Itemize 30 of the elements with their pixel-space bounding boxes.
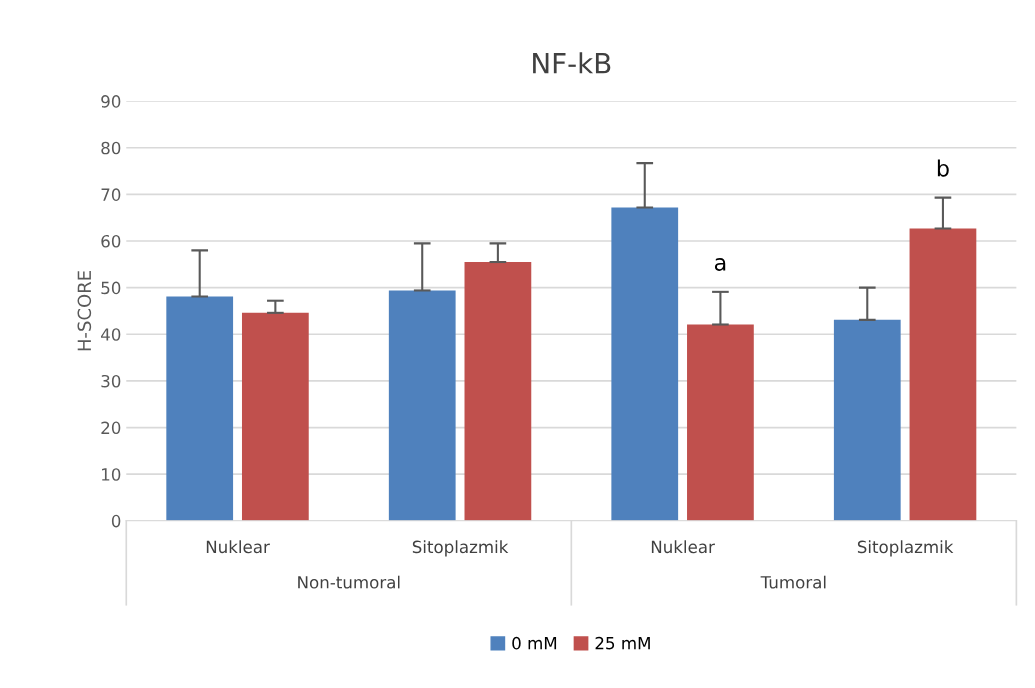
x-tick-label: Nuklear	[206, 540, 270, 554]
data-label: b	[937, 159, 949, 177]
y-tick-label: 40	[101, 328, 121, 341]
y-tick-label: 20	[101, 421, 121, 435]
data-label: a	[714, 258, 726, 271]
y-tick-label: 50	[101, 281, 121, 295]
bar	[241, 312, 309, 521]
y-axis-title: H-SCORE	[77, 270, 92, 351]
y-tick-label: 70	[101, 188, 121, 201]
x-tick-label: Nuklear	[651, 540, 715, 554]
y-tick-label: 90	[101, 95, 121, 108]
text: Non-tumoral	[298, 575, 400, 589]
text: Tumoral	[760, 575, 826, 589]
y-tick-label: 0	[111, 514, 121, 528]
y-tick-label: 80	[101, 141, 121, 155]
legend-label: 0 mM	[512, 636, 557, 650]
bar	[166, 296, 234, 521]
y-tick-label: 30	[101, 374, 121, 388]
bar	[833, 319, 901, 521]
bar	[464, 262, 532, 521]
legend-label: 25 mM	[595, 636, 650, 650]
bar	[611, 207, 679, 521]
y-tick-label: 10	[102, 468, 121, 481]
x-tick-label: Sitoplazmik	[412, 540, 509, 557]
chart-title: NF-kB	[533, 52, 611, 74]
bar	[388, 290, 456, 521]
bar	[687, 324, 754, 521]
x-tick-label: Sitoplazmik	[857, 540, 954, 557]
bar	[909, 228, 977, 521]
y-tick-label: 60	[101, 234, 121, 248]
